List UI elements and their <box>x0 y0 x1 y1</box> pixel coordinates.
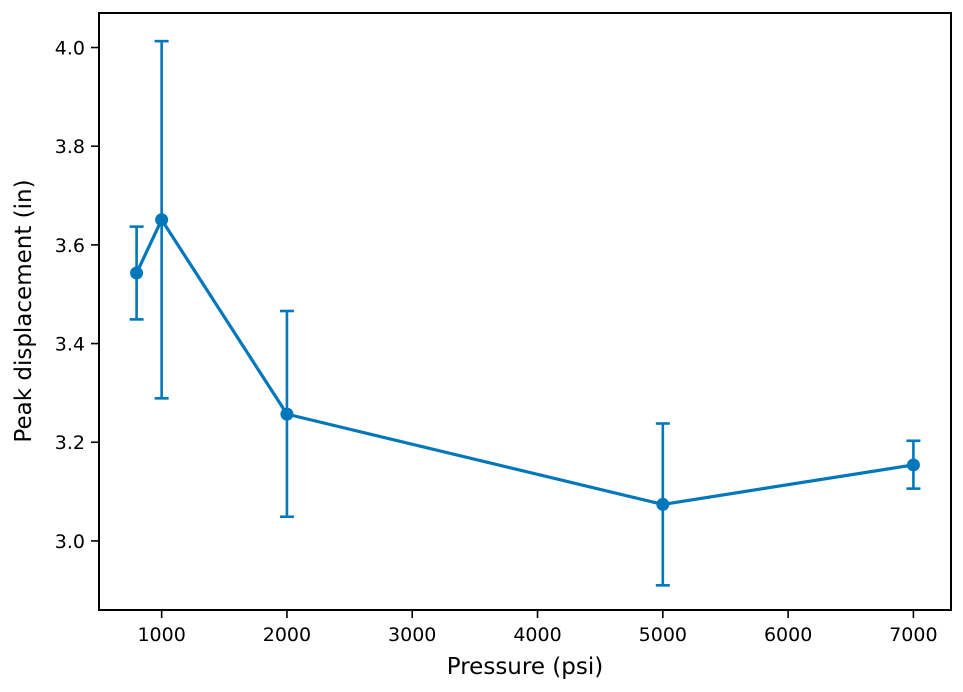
y-tick-label: 4.0 <box>55 38 85 60</box>
x-tick-label: 5000 <box>639 624 687 646</box>
data-point <box>155 213 169 227</box>
y-tick-label: 3.0 <box>55 531 85 553</box>
series-line <box>135 218 914 507</box>
y-tick-label: 3.8 <box>55 136 85 158</box>
y-axis-ticks: 3.0 3.2 3.4 3.6 3.8 4.0 <box>55 38 99 553</box>
y-axis-label: Peak displacement (in) <box>11 179 37 442</box>
x-tick-label: 4000 <box>513 624 561 646</box>
plot-layer <box>129 39 921 587</box>
x-tick-label: 2000 <box>263 624 311 646</box>
data-point <box>280 407 294 421</box>
x-tick-label: 3000 <box>388 624 436 646</box>
data-point <box>906 458 920 472</box>
x-axis-ticks: 1000 2000 3000 4000 5000 6000 7000 <box>137 610 938 646</box>
data-point <box>130 266 144 280</box>
x-tick-label: 6000 <box>764 624 812 646</box>
x-tick-label: 7000 <box>889 624 937 646</box>
plot-frame <box>98 12 952 611</box>
y-tick-label: 3.6 <box>55 235 85 257</box>
y-tick-label: 3.2 <box>55 432 85 454</box>
x-axis-label: Pressure (psi) <box>447 654 603 680</box>
data-point <box>656 497 670 511</box>
x-tick-label: 1000 <box>137 624 185 646</box>
y-tick-label: 3.4 <box>55 334 85 356</box>
